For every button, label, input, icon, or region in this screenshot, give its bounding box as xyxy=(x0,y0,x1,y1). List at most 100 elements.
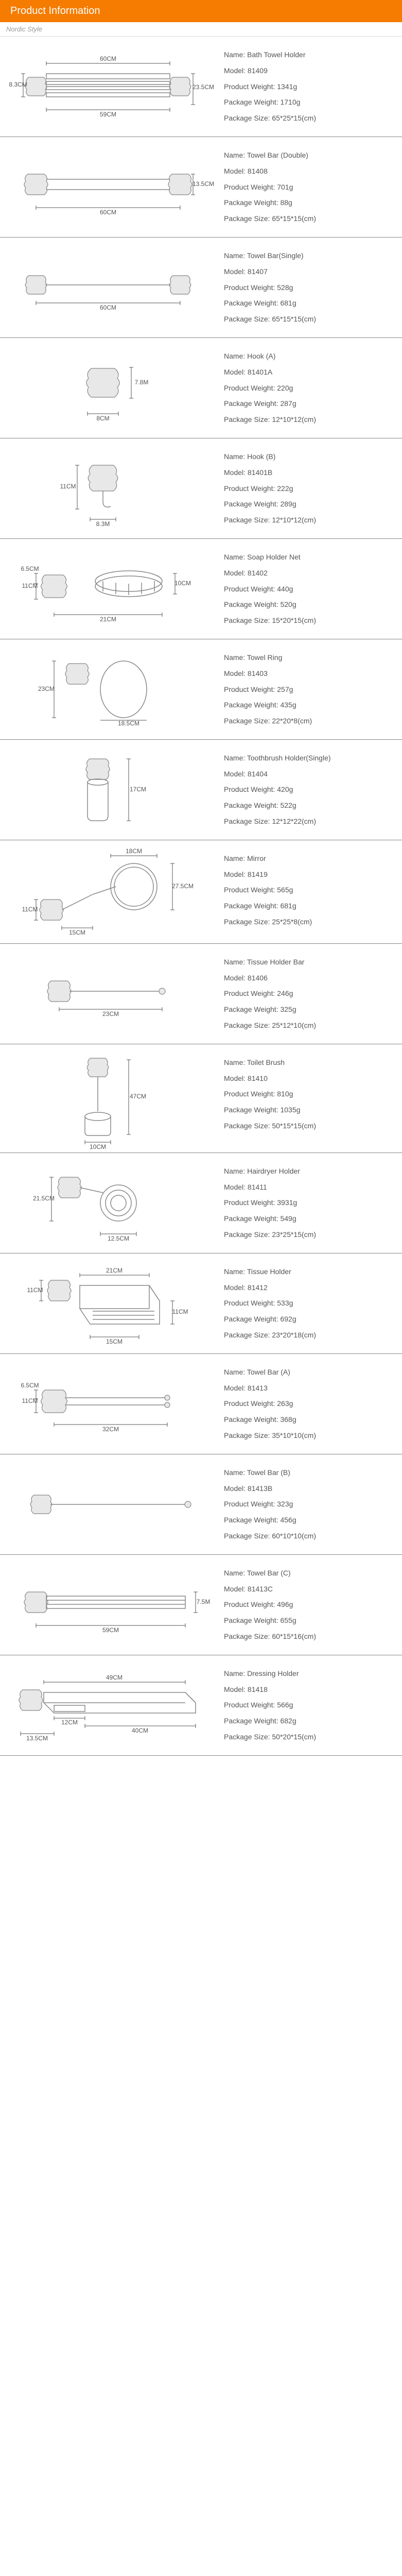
product-name: Name: Toilet Brush xyxy=(224,1055,394,1071)
package-weight: Package Weight: 368g xyxy=(224,1412,394,1428)
svg-text:8CM: 8CM xyxy=(96,415,109,422)
product-weight: Product Weight: 220g xyxy=(224,380,394,396)
sketch-mirror: 18CM 15CM 27.5CM 11CM xyxy=(0,840,216,943)
product-model: Model: 81404 xyxy=(224,766,394,782)
product-name: Name: Tissue Holder xyxy=(224,1264,394,1280)
product-info: Name: Toothbrush Holder(Single) Model: 8… xyxy=(216,740,402,840)
svg-text:32CM: 32CM xyxy=(102,1426,119,1433)
product-name: Name: Tissue Holder Bar xyxy=(224,954,394,970)
svg-text:10CM: 10CM xyxy=(174,580,191,587)
product-name: Name: Towel Ring xyxy=(224,650,394,666)
product-info: Name: Bath Towel Holder Model: 81409 Pro… xyxy=(216,37,402,137)
product-weight: Product Weight: 263g xyxy=(224,1396,394,1412)
product-info: Name: Hook (A) Model: 81401A Product Wei… xyxy=(216,338,402,438)
product-row: 60CM 13.5CM Name: Towel Bar (Double) Mod… xyxy=(0,137,402,238)
product-name: Name: Towel Bar (A) xyxy=(224,1364,394,1380)
product-row: 8CM 7.8M Name: Hook (A) Model: 81401A Pr… xyxy=(0,338,402,438)
package-weight: Package Weight: 287g xyxy=(224,396,394,412)
product-name: Name: Hairdryer Holder xyxy=(224,1163,394,1179)
product-weight: Product Weight: 701g xyxy=(224,179,394,195)
svg-text:8.3M: 8.3M xyxy=(96,520,110,528)
svg-text:11CM: 11CM xyxy=(22,582,38,589)
product-weight: Product Weight: 565g xyxy=(224,882,394,898)
product-model: Model: 81418 xyxy=(224,1682,394,1698)
svg-text:47CM: 47CM xyxy=(130,1093,146,1100)
svg-text:60CM: 60CM xyxy=(100,304,116,311)
product-name: Name: Dressing Holder xyxy=(224,1666,394,1682)
product-model: Model: 81407 xyxy=(224,264,394,280)
product-model: Model: 81412 xyxy=(224,1280,394,1296)
product-weight: Product Weight: 528g xyxy=(224,280,394,296)
product-row: 23CM 18.5CM Name: Towel Ring Model: 8140… xyxy=(0,639,402,740)
product-row: 18CM 15CM 27.5CM 11CM Name: Mirror Model… xyxy=(0,840,402,944)
svg-text:11CM: 11CM xyxy=(60,483,76,490)
svg-text:18CM: 18CM xyxy=(126,848,142,855)
package-size: Package Size: 15*20*15(cm) xyxy=(224,613,394,629)
sketch-towel-bar-c: 59CM 7.5M xyxy=(0,1555,216,1655)
sketch-toothbrush-holder: 17CM xyxy=(0,740,216,840)
sketch-hook-a: 8CM 7.8M xyxy=(0,338,216,438)
sketch-towel-bar-single: 60CM xyxy=(0,238,216,337)
product-name: Name: Hook (B) xyxy=(224,449,394,465)
svg-text:8.3CM: 8.3CM xyxy=(9,81,27,88)
svg-text:49CM: 49CM xyxy=(106,1674,123,1681)
svg-text:13.5CM: 13.5CM xyxy=(26,1735,48,1742)
package-size: Package Size: 12*10*12(cm) xyxy=(224,412,394,428)
product-row: 32CM 11CM 6.5CM Name: Towel Bar (A) Mode… xyxy=(0,1354,402,1454)
svg-text:11CM: 11CM xyxy=(22,1397,38,1404)
svg-text:59CM: 59CM xyxy=(102,1626,119,1634)
svg-text:12CM: 12CM xyxy=(61,1719,78,1726)
package-size: Package Size: 35*10*10(cm) xyxy=(224,1428,394,1444)
package-weight: Package Weight: 522g xyxy=(224,798,394,814)
product-info: Name: Towel Bar (C) Model: 81413C Produc… xyxy=(216,1555,402,1655)
svg-text:15CM: 15CM xyxy=(106,1338,123,1345)
product-weight: Product Weight: 566g xyxy=(224,1697,394,1713)
product-model: Model: 81401A xyxy=(224,364,394,380)
package-size: Package Size: 60*10*10(cm) xyxy=(224,1528,394,1544)
product-name: Name: Hook (A) xyxy=(224,348,394,364)
package-size: Package Size: 23*25*15(cm) xyxy=(224,1227,394,1243)
product-model: Model: 81413C xyxy=(224,1581,394,1597)
product-row: 60CM 59CM 8.3CM 23.5CM Name: Bath Towel … xyxy=(0,37,402,137)
product-model: Model: 81408 xyxy=(224,163,394,179)
svg-text:23CM: 23CM xyxy=(38,685,55,692)
product-info: Name: Tissue Holder Bar Model: 81406 Pro… xyxy=(216,944,402,1044)
product-info: Name: Soap Holder Net Model: 81402 Produ… xyxy=(216,539,402,639)
svg-text:11CM: 11CM xyxy=(22,906,38,913)
product-model: Model: 81402 xyxy=(224,565,394,581)
svg-text:60CM: 60CM xyxy=(100,55,116,62)
product-model: Model: 81411 xyxy=(224,1179,394,1195)
sketch-hook-b: 8.3M 11CM xyxy=(0,438,216,538)
package-weight: Package Weight: 682g xyxy=(224,1713,394,1729)
product-info: Name: Towel Bar (B) Model: 81413B Produc… xyxy=(216,1454,402,1554)
product-model: Model: 81413B xyxy=(224,1481,394,1497)
svg-text:7.8M: 7.8M xyxy=(135,379,149,386)
sketch-toilet-brush: 10CM 47CM xyxy=(0,1044,216,1153)
package-size: Package Size: 65*15*15(cm) xyxy=(224,311,394,327)
package-weight: Package Weight: 692g xyxy=(224,1311,394,1327)
svg-text:21CM: 21CM xyxy=(100,616,116,623)
package-weight: Package Weight: 289g xyxy=(224,496,394,512)
package-size: Package Size: 22*20*8(cm) xyxy=(224,713,394,729)
product-row: 60CM Name: Towel Bar(Single) Model: 8140… xyxy=(0,238,402,338)
svg-text:11CM: 11CM xyxy=(172,1308,188,1315)
product-model: Model: 81409 xyxy=(224,63,394,79)
package-size: Package Size: 50*15*15(cm) xyxy=(224,1118,394,1134)
package-size: Package Size: 25*25*8(cm) xyxy=(224,914,394,930)
product-model: Model: 81410 xyxy=(224,1071,394,1087)
product-weight: Product Weight: 3931g xyxy=(224,1195,394,1211)
product-info: Name: Mirror Model: 81419 Product Weight… xyxy=(216,840,402,943)
product-weight: Product Weight: 420g xyxy=(224,782,394,798)
product-info: Name: Towel Bar (A) Model: 81413 Product… xyxy=(216,1354,402,1454)
header-title: Product Information xyxy=(0,0,402,22)
product-weight: Product Weight: 1341g xyxy=(224,79,394,95)
package-size: Package Size: 25*12*10(cm) xyxy=(224,1018,394,1033)
sketch-towel-ring: 23CM 18.5CM xyxy=(0,639,216,739)
svg-text:59CM: 59CM xyxy=(100,111,116,118)
product-weight: Product Weight: 257g xyxy=(224,682,394,698)
product-row: Name: Towel Bar (B) Model: 81413B Produc… xyxy=(0,1454,402,1555)
svg-text:6.5CM: 6.5CM xyxy=(21,1382,39,1389)
package-weight: Package Weight: 549g xyxy=(224,1211,394,1227)
product-info: Name: Tissue Holder Model: 81412 Product… xyxy=(216,1253,402,1353)
sketch-hairdryer-holder: 12.5CM 21.5CM xyxy=(0,1153,216,1253)
